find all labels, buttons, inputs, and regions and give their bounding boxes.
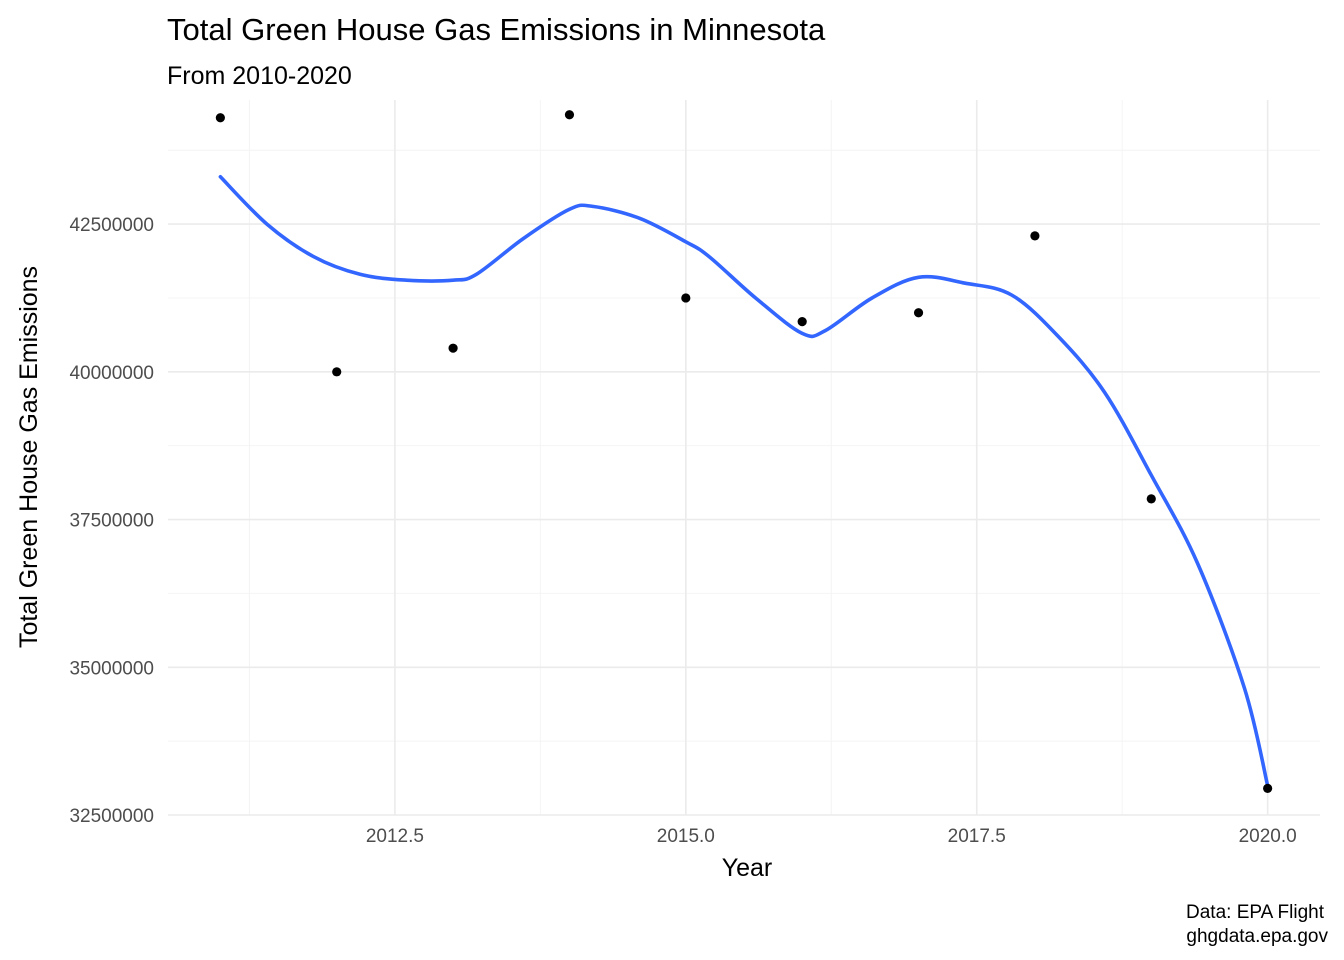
x-tick-label: 2015.0 <box>657 826 715 847</box>
data-point <box>913 308 924 318</box>
chart-subtitle: From 2010-2020 <box>167 62 352 90</box>
tick-labels: 2012.5 2015.0 2017.5 2020.0 32500000 35000000… <box>69 215 1296 847</box>
grid <box>168 100 1320 816</box>
y-tick-label: 42500000 <box>69 215 154 236</box>
y-axis-title: Total Green House Gas Emissions <box>15 266 43 648</box>
caption-line-source: Data: EPA Flight <box>1186 902 1325 923</box>
plot-panel: 2012.5 2015.0 2017.5 2020.0 32500000 35000000… <box>69 100 1320 847</box>
data-point <box>797 316 807 327</box>
x-tick-label: 2017.5 <box>948 826 1006 847</box>
y-tick-label: 37500000 <box>69 511 154 532</box>
x-axis-title: Year <box>722 854 773 882</box>
data-point <box>1030 231 1040 241</box>
series <box>215 110 1273 794</box>
smooth-trend-line <box>218 175 1270 788</box>
y-tick-label: 35000000 <box>69 658 154 679</box>
data-point <box>681 293 691 303</box>
data-point <box>1263 783 1273 794</box>
data-point <box>215 113 225 123</box>
y-tick-label: 32500000 <box>69 806 154 827</box>
chart-title: Total Green House Gas Emissions in Minne… <box>167 12 826 47</box>
data-point <box>332 367 342 377</box>
y-tick-label: 40000000 <box>69 363 154 384</box>
caption-line-url: ghgdata.epa.gov <box>1186 926 1328 947</box>
x-tick-label: 2012.5 <box>366 826 424 847</box>
data-point <box>448 343 458 353</box>
x-tick-label: 2020.0 <box>1239 826 1297 847</box>
data-point <box>564 110 575 120</box>
data-point <box>1146 494 1156 504</box>
